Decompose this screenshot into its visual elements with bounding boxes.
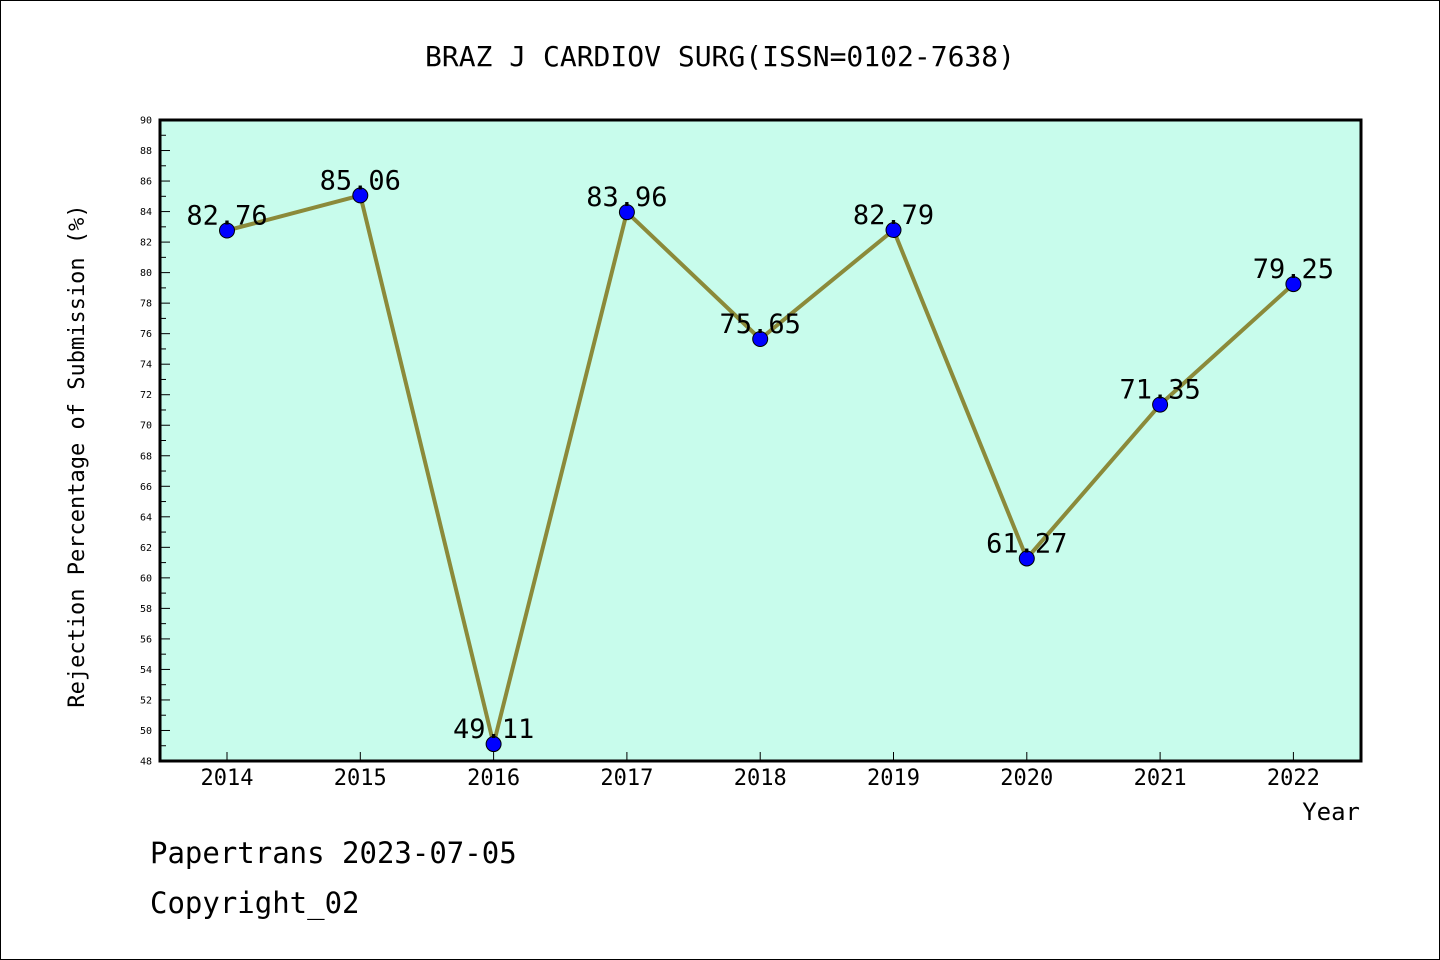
data-point-2017 — [618, 204, 635, 221]
data-point-2014 — [219, 222, 235, 239]
x-axis-label: Year — [1302, 798, 1360, 826]
data-label-2014: 82.76 — [186, 200, 267, 231]
y-tick-label: 54 — [140, 665, 152, 676]
x-tick-label: 2016 — [467, 766, 520, 791]
x-tick-label: 2021 — [1134, 766, 1187, 791]
y-tick-label: 86 — [140, 177, 152, 188]
y-tick-label: 82 — [140, 238, 152, 249]
x-tick-label: 2017 — [600, 766, 653, 791]
data-point-2021 — [1152, 396, 1169, 413]
y-tick-label: 88 — [140, 146, 152, 157]
y-tick-label: 58 — [140, 604, 152, 615]
data-label-2017: 83.96 — [586, 182, 667, 213]
y-tick-label: 62 — [140, 543, 152, 554]
y-tick-label: 72 — [140, 390, 152, 401]
x-tick-label: 2018 — [734, 766, 787, 791]
x-axis-ticks: 2014 2015 2016 2017 2018 2019 2020 2021 2022 — [201, 752, 1320, 791]
chart-title: BRAZ J CARDIOV SURG(ISSN=0102-7638) — [425, 40, 1015, 73]
data-label-2018: 75.65 — [720, 309, 801, 340]
data-label-2021: 71.35 — [1119, 375, 1200, 406]
y-tick-label: 52 — [140, 695, 152, 706]
x-tick-label: 2020 — [1000, 766, 1053, 791]
footer-line-2: Copyright_02 — [150, 886, 360, 920]
data-point-2015 — [352, 187, 369, 204]
y-tick-label: 66 — [140, 482, 152, 493]
data-label-2022: 79.25 — [1253, 254, 1334, 285]
data-point-2020 — [1018, 550, 1035, 567]
data-point-2022 — [1285, 276, 1302, 293]
x-tick-label: 2015 — [334, 766, 387, 791]
x-tick-label: 2014 — [201, 766, 254, 791]
y-tick-label: 80 — [140, 268, 152, 279]
y-tick-label: 84 — [140, 207, 152, 218]
data-label-2015: 85.06 — [320, 165, 401, 196]
series-markers — [219, 187, 1302, 753]
data-label-2019: 82.79 — [853, 200, 934, 231]
data-label-2020: 61.27 — [986, 528, 1067, 559]
y-tick-label: 56 — [140, 634, 152, 645]
y-axis-label: Rejection Percentage of Submission (%) — [65, 204, 90, 707]
y-tick-label: 90 — [140, 116, 152, 127]
y-tick-label: 68 — [140, 451, 152, 462]
plot-area — [158, 118, 1363, 763]
y-tick-label: 48 — [140, 757, 152, 768]
y-tick-label: 74 — [140, 360, 152, 371]
x-tick-label: 2019 — [867, 766, 920, 791]
y-tick-label: 50 — [140, 726, 152, 737]
y-tick-label: 70 — [140, 421, 152, 432]
data-point-2018 — [752, 331, 769, 348]
y-tick-label: 78 — [140, 299, 152, 310]
data-label-2016: 49.11 — [453, 714, 534, 745]
footer-line-1: Papertrans 2023-07-05 — [150, 836, 517, 870]
x-tick-label: 2022 — [1267, 766, 1320, 791]
data-point-2019 — [885, 222, 902, 239]
data-point-2016 — [485, 736, 502, 753]
y-tick-label: 64 — [140, 512, 152, 523]
data-labels: 82.76 85.06 49.11 83.96 75.65 82.79 61.27 71.35… — [186, 165, 1334, 745]
y-tick-label: 76 — [140, 329, 152, 340]
y-axis-ticks: 48 50 52 54 56 58 60 62 64 66 68 70 72 74 76 78 80 82 84 86… — [140, 116, 170, 768]
y-tick-label: 60 — [140, 573, 152, 584]
